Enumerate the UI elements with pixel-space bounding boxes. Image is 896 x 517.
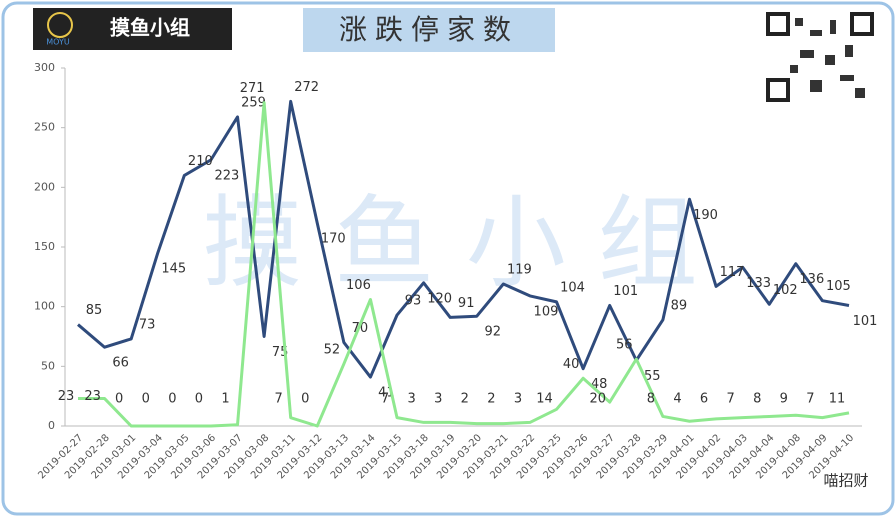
data-label: 3 [407,392,415,407]
data-label: 93 [405,294,422,309]
y-tick-label: 200 [34,180,55,193]
data-label: 0 [195,392,203,407]
data-label: 92 [485,325,502,340]
data-label: 14 [536,392,553,407]
data-label: 7 [381,392,389,407]
signature: 喵招财 [823,472,868,490]
data-label: 3 [514,392,522,407]
y-tick-label: 150 [34,240,55,253]
logo-text: 摸鱼小组 [110,16,190,40]
data-label: 23 [84,389,101,404]
title-box [303,8,555,52]
data-label: 11 [829,392,846,407]
data-label: 40 [563,357,580,372]
data-label: 23 [58,389,75,404]
data-label: 271 [240,81,265,96]
data-label: 89 [671,298,688,313]
data-label: 9 [780,392,788,407]
logo-sub: MOYU [46,38,70,47]
y-tick-label: 300 [34,61,55,74]
data-label: 259 [241,95,266,110]
data-label: 136 [799,272,824,287]
data-label: 2 [487,392,495,407]
data-label: 7 [727,392,735,407]
data-label: 117 [720,265,745,280]
chart-title: 涨跌停家数 [339,13,519,46]
data-label: 52 [324,342,341,357]
data-label: 4 [673,392,681,407]
data-label: 2 [461,392,469,407]
data-label: 8 [647,392,655,407]
data-label: 106 [346,278,371,293]
data-label: 3 [434,392,442,407]
data-label: 66 [112,356,129,371]
data-label: 109 [534,304,559,319]
data-label: 223 [215,168,240,183]
data-label: 7 [275,392,283,407]
data-label: 20 [589,392,606,407]
data-label: 105 [826,279,851,294]
data-label: 8 [753,392,761,407]
logo-icon [47,12,73,38]
data-label: 85 [86,303,103,318]
data-label: 73 [139,317,156,332]
data-label: 48 [591,377,608,392]
data-label: 0 [301,392,309,407]
qr-code [766,12,876,102]
data-label: 0 [168,392,176,407]
data-label: 170 [321,232,346,247]
data-label: 104 [560,280,585,295]
data-label: 1 [221,392,229,407]
series-line [77,99,850,379]
series-line [78,101,850,428]
y-tick-label: 50 [41,359,55,372]
data-label: 119 [507,262,532,277]
data-label: 190 [693,208,718,223]
y-tick-label: 0 [48,419,55,432]
data-label: 0 [142,392,150,407]
data-label: 210 [188,154,213,169]
data-label: 6 [700,392,708,407]
data-label: 55 [644,369,661,384]
data-label: 120 [427,291,452,306]
data-label: 0 [115,392,123,407]
data-label: 56 [616,338,633,353]
data-label: 145 [161,261,186,276]
data-label: 91 [458,296,475,311]
data-label: 7 [806,392,814,407]
data-label: 101 [853,314,878,329]
data-label: 102 [773,283,798,298]
watermark: 摸 鱼 小 组 [202,184,697,301]
y-tick-label: 250 [34,121,55,134]
data-label: 133 [746,276,771,291]
data-label: 101 [613,284,638,299]
y-tick-label: 100 [34,300,55,313]
data-label: 272 [294,80,319,95]
